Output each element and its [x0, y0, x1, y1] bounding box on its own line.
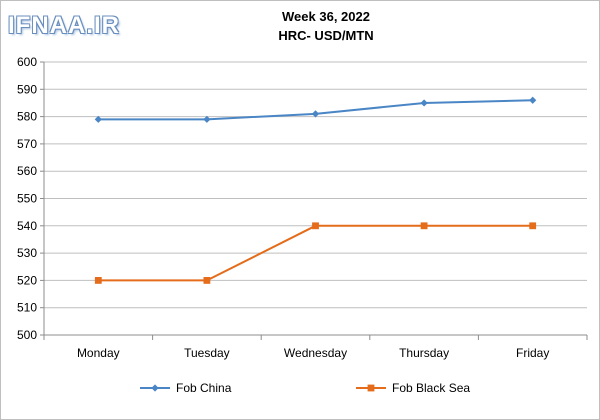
- y-tick-label: 580: [17, 110, 37, 124]
- x-axis-ticks: Monday Tuesday Wednesday Thursday Friday: [77, 346, 549, 360]
- chart-subtitle: HRC- USD/MTN: [278, 28, 373, 43]
- x-tick-label: Thursday: [399, 346, 449, 360]
- y-tick-label: 600: [17, 55, 37, 69]
- data-point: [529, 222, 537, 230]
- legend: Fob China Fob Black Sea: [140, 381, 470, 395]
- x-tick-label: Tuesday: [184, 346, 230, 360]
- y-tick-label: 500: [17, 328, 37, 342]
- legend-swatch-marker: [367, 384, 375, 392]
- y-tick-label: 590: [17, 82, 37, 96]
- legend-swatch-marker: [151, 384, 159, 392]
- data-point: [529, 96, 537, 104]
- legend-label: Fob China: [176, 381, 232, 395]
- y-tick-label: 570: [17, 137, 37, 151]
- y-tick-label: 530: [17, 246, 37, 260]
- legend-label: Fob Black Sea: [392, 381, 470, 395]
- data-point: [94, 115, 102, 123]
- series-group: [94, 96, 537, 284]
- y-tick-label: 510: [17, 301, 37, 315]
- x-tick-label: Monday: [77, 346, 120, 360]
- data-point: [203, 277, 211, 284]
- data-point: [420, 99, 428, 107]
- data-point: [203, 115, 211, 123]
- x-tick-label: Wednesday: [284, 346, 347, 360]
- watermark-logo: IFNAA.IR: [8, 12, 120, 39]
- data-point: [420, 222, 428, 230]
- x-tick-label: Friday: [516, 346, 549, 360]
- data-point: [312, 222, 319, 230]
- y-axis-ticks: 500 510 520 530 540 550 560 570 580 590 600: [17, 55, 37, 342]
- data-point: [311, 110, 320, 118]
- y-tick-label: 540: [17, 219, 37, 233]
- y-tick-label: 560: [17, 164, 37, 178]
- grid-lines: [44, 61, 587, 336]
- y-tick-label: 550: [17, 192, 37, 206]
- chart-title: Week 36, 2022: [282, 9, 370, 24]
- axes: [40, 61, 588, 340]
- data-point: [94, 277, 102, 284]
- y-tick-label: 520: [17, 273, 37, 287]
